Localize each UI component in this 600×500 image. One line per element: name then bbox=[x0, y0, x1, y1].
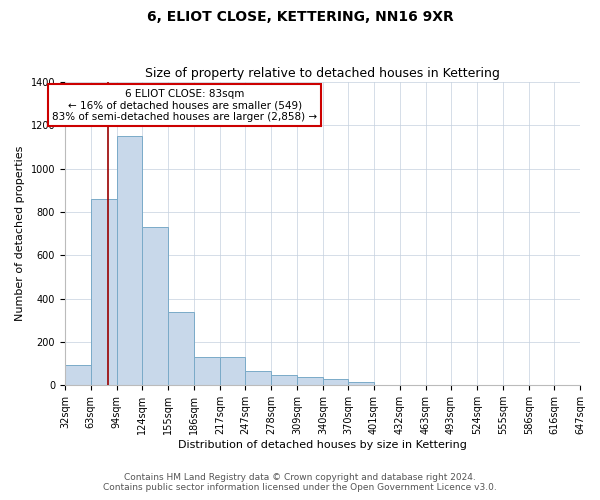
Bar bbox=[65, 364, 91, 385]
Bar bbox=[117, 136, 142, 385]
Bar bbox=[271, 376, 297, 385]
Text: 6, ELIOT CLOSE, KETTERING, NN16 9XR: 6, ELIOT CLOSE, KETTERING, NN16 9XR bbox=[146, 10, 454, 24]
Bar bbox=[348, 382, 374, 385]
Bar bbox=[245, 371, 271, 385]
Bar bbox=[323, 378, 348, 385]
Bar bbox=[220, 357, 245, 385]
Bar bbox=[91, 199, 117, 385]
Bar bbox=[297, 376, 323, 385]
Text: Contains HM Land Registry data © Crown copyright and database right 2024.
Contai: Contains HM Land Registry data © Crown c… bbox=[103, 473, 497, 492]
X-axis label: Distribution of detached houses by size in Kettering: Distribution of detached houses by size … bbox=[178, 440, 467, 450]
Text: 6 ELIOT CLOSE: 83sqm
← 16% of detached houses are smaller (549)
83% of semi-deta: 6 ELIOT CLOSE: 83sqm ← 16% of detached h… bbox=[52, 88, 317, 122]
Y-axis label: Number of detached properties: Number of detached properties bbox=[15, 146, 25, 322]
Bar bbox=[142, 227, 168, 385]
Bar bbox=[194, 357, 220, 385]
Bar bbox=[168, 312, 194, 385]
Title: Size of property relative to detached houses in Kettering: Size of property relative to detached ho… bbox=[145, 66, 500, 80]
